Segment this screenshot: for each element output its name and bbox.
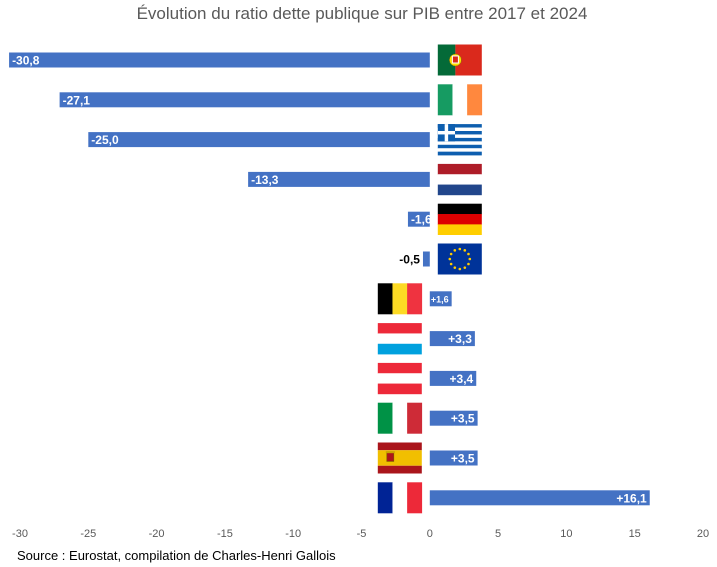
bar-luxembourg: [429, 331, 475, 347]
x-tick-label: -20: [149, 528, 165, 540]
bar-eu: [422, 251, 430, 267]
bar-portugal: [9, 52, 430, 68]
value-label-italy: +3,5: [451, 412, 475, 426]
value-label-netherlands: -13,3: [251, 173, 279, 187]
value-labels-layer: -30,8 -27,1 -25,0 -13,3 -1,6 -0,5 +1,6 +3,3 +3,4…: [12, 54, 647, 506]
france-flag: [377, 482, 423, 514]
value-label-portugal: -30,8: [12, 54, 40, 68]
greece-flag: [437, 124, 482, 156]
x-tick-label: -25: [80, 528, 96, 540]
value-label-greece: -25,0: [91, 133, 119, 147]
value-label-luxembourg: +3,3: [448, 332, 472, 346]
x-tick-label: 20: [697, 528, 709, 540]
x-tick-label: -5: [357, 528, 367, 540]
value-label-austria: +3,4: [450, 372, 474, 386]
germany-flag: [437, 203, 482, 235]
value-label-germany: -1,6: [411, 213, 432, 227]
x-tick-label: -30: [12, 528, 28, 540]
luxembourg-flag: [377, 323, 422, 355]
x-tick-label: 0: [427, 528, 433, 540]
x-tick-label: -10: [285, 528, 301, 540]
value-label-ireland: -27,1: [63, 93, 91, 107]
flags-layer: [377, 44, 483, 514]
austria-flag: [377, 362, 422, 395]
x-tick-label: 15: [629, 528, 641, 540]
source-note: Source : Eurostat, compilation de Charle…: [17, 548, 336, 563]
chart-title: Évolution du ratio dette publique sur PI…: [137, 4, 588, 23]
ireland-flag: [437, 84, 483, 116]
bar-france: [429, 490, 650, 506]
bar-spain: [429, 450, 478, 466]
italy-flag: [377, 402, 423, 434]
belgium-flag: [377, 283, 423, 315]
portugal-flag: [437, 44, 482, 76]
bar-italy: [429, 410, 478, 426]
bar-belgium: [429, 291, 452, 307]
x-tick-label: 5: [495, 528, 501, 540]
bar-greece: [88, 132, 430, 148]
value-label-eu: -0,5: [399, 253, 420, 267]
bar-netherlands: [248, 171, 430, 187]
x-tick-label: 10: [560, 528, 572, 540]
eu-flag: [437, 243, 482, 275]
bar-germany: [407, 211, 430, 227]
x-axis-ticks: -30 -25 -20 -15 -10 -5 0 5 10 15 20: [12, 528, 709, 540]
bar-austria: [429, 370, 477, 386]
netherlands-flag: [437, 163, 482, 196]
spain-flag: [377, 442, 422, 474]
value-label-belgium: +1,6: [431, 294, 449, 304]
bar-ireland: [59, 92, 430, 108]
value-label-france: +16,1: [616, 491, 647, 505]
value-label-spain: +3,5: [451, 452, 475, 466]
x-tick-label: -15: [217, 528, 233, 540]
bars-layer: [9, 52, 650, 506]
